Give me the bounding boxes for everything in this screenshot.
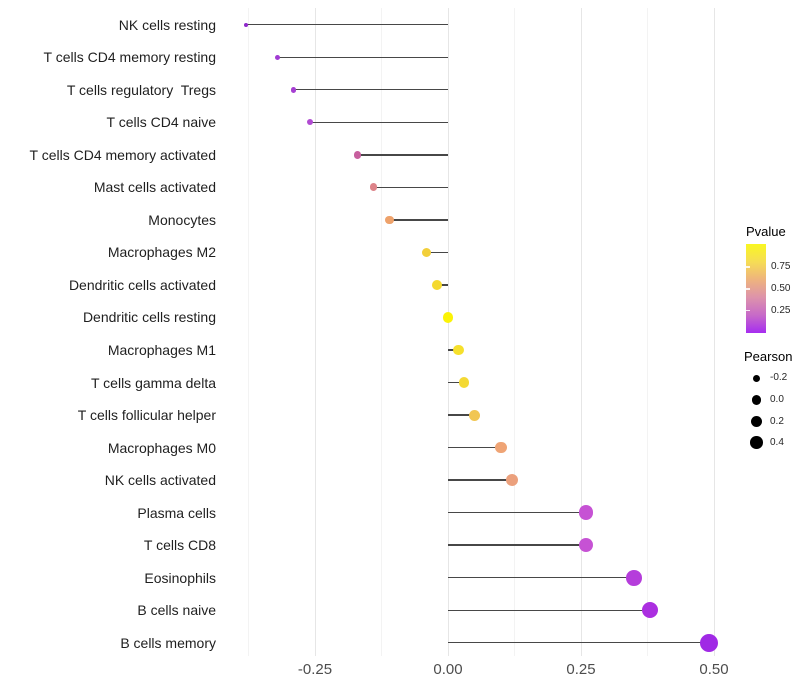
- gridline-major: [580, 8, 582, 656]
- lollipop-stem: [245, 24, 448, 26]
- data-point: [442, 312, 454, 323]
- y-axis-label: T cells CD4 memory activated: [29, 146, 216, 163]
- y-axis-label: Monocytes: [148, 211, 216, 228]
- y-axis-label: B cells naive: [137, 602, 216, 619]
- pearson-size-dot: [750, 436, 763, 449]
- data-point: [290, 87, 297, 93]
- data-point: [579, 505, 594, 520]
- gridline-minor: [647, 8, 648, 656]
- gridline-major: [314, 8, 316, 656]
- pvalue-colorbar: [746, 244, 766, 333]
- gridline-minor: [514, 8, 515, 656]
- pearson-size-dot: [752, 374, 761, 383]
- colorbar-tick: [746, 288, 750, 290]
- lollipop-stem: [448, 349, 459, 351]
- y-axis-label: Dendritic cells resting: [82, 309, 216, 326]
- gridline-major: [713, 8, 715, 656]
- colorbar-tick: [746, 309, 750, 312]
- colorbar-tick: [746, 266, 750, 268]
- x-axis-tick-label: 0.25: [566, 661, 596, 678]
- y-axis-label: T cells CD4 memory resting: [43, 49, 216, 66]
- data-point: [579, 538, 594, 553]
- gridline-minor: [381, 8, 382, 656]
- lollipop-stem: [448, 544, 587, 546]
- data-point: [699, 633, 718, 652]
- lollipop-stem: [448, 511, 587, 514]
- y-axis-label: Plasma cells: [137, 504, 216, 521]
- data-point: [453, 344, 464, 356]
- y-axis-label: T cells gamma delta: [90, 374, 216, 391]
- legend-pearson-title: Pearson: [744, 349, 793, 364]
- lollipop-stem: [357, 154, 448, 156]
- y-axis-label: Mast cells activated: [93, 179, 216, 196]
- lollipop-stem: [309, 121, 448, 123]
- lollipop-stem: [448, 446, 502, 449]
- lollipop-stem: [277, 56, 448, 58]
- lollipop-stem: [448, 381, 464, 384]
- lollipop-stem: [448, 479, 512, 481]
- lollipop-stem: [448, 414, 475, 416]
- data-point: [369, 183, 378, 192]
- data-point: [626, 569, 643, 586]
- colorbar-tick-label: 0.50: [771, 283, 791, 294]
- y-axis-label: Macrophages M1: [107, 342, 216, 358]
- data-point: [505, 474, 518, 487]
- y-axis-label: T cells follicular helper: [77, 407, 216, 424]
- data-point: [306, 119, 313, 126]
- x-axis-tick-label: 0.50: [699, 661, 729, 678]
- y-axis-label: NK cells resting: [118, 16, 216, 33]
- y-axis-label: T cells CD8: [143, 537, 216, 554]
- y-axis-label: B cells memory: [120, 634, 216, 651]
- colorbar-tick-label: 0.75: [771, 261, 791, 272]
- lollipop-stem: [389, 219, 448, 221]
- data-point: [275, 54, 281, 60]
- y-axis-label: Eosinophils: [144, 569, 216, 586]
- y-axis-label: NK cells activated: [104, 472, 216, 489]
- pearson-size-label: 0.0: [770, 394, 784, 405]
- lollipop-stem: [373, 186, 448, 189]
- pearson-size-dot: [751, 395, 762, 405]
- data-point: [469, 409, 481, 421]
- gridline-minor: [248, 8, 249, 656]
- lollipop-stem: [448, 577, 635, 579]
- data-point: [495, 441, 508, 454]
- data-point: [432, 280, 443, 290]
- lollipop-stem: [426, 251, 448, 254]
- data-point: [421, 247, 432, 258]
- y-axis-label: Dendritic cells activated: [68, 276, 216, 293]
- data-point: [458, 377, 470, 388]
- x-axis-tick-label: 0.00: [433, 661, 463, 678]
- data-point: [243, 22, 248, 27]
- y-axis-label: Macrophages M2: [107, 244, 216, 261]
- lollipop-stem: [437, 284, 448, 286]
- data-point: [353, 151, 362, 159]
- pearson-size-label: 0.4: [770, 436, 784, 448]
- legend-pvalue-title: Pvalue: [746, 224, 786, 239]
- data-point: [642, 602, 659, 619]
- y-axis-label: T cells CD4 naive: [106, 114, 216, 131]
- y-axis-label: T cells regulatory Tregs: [66, 81, 216, 98]
- pearson-size-label: -0.2: [770, 372, 788, 384]
- lollipop-stem: [448, 642, 709, 644]
- gridline-major: [447, 8, 449, 656]
- pearson-size-label: 0.2: [770, 415, 784, 427]
- colorbar-tick-label: 0.25: [771, 304, 791, 316]
- y-axis-label: Macrophages M0: [107, 439, 216, 456]
- pearson-size-dot: [751, 416, 762, 428]
- data-point: [385, 215, 394, 225]
- lollipop-stem: [448, 609, 651, 611]
- x-axis-tick-label: -0.25: [297, 661, 333, 678]
- lollipop-stem: [293, 89, 448, 91]
